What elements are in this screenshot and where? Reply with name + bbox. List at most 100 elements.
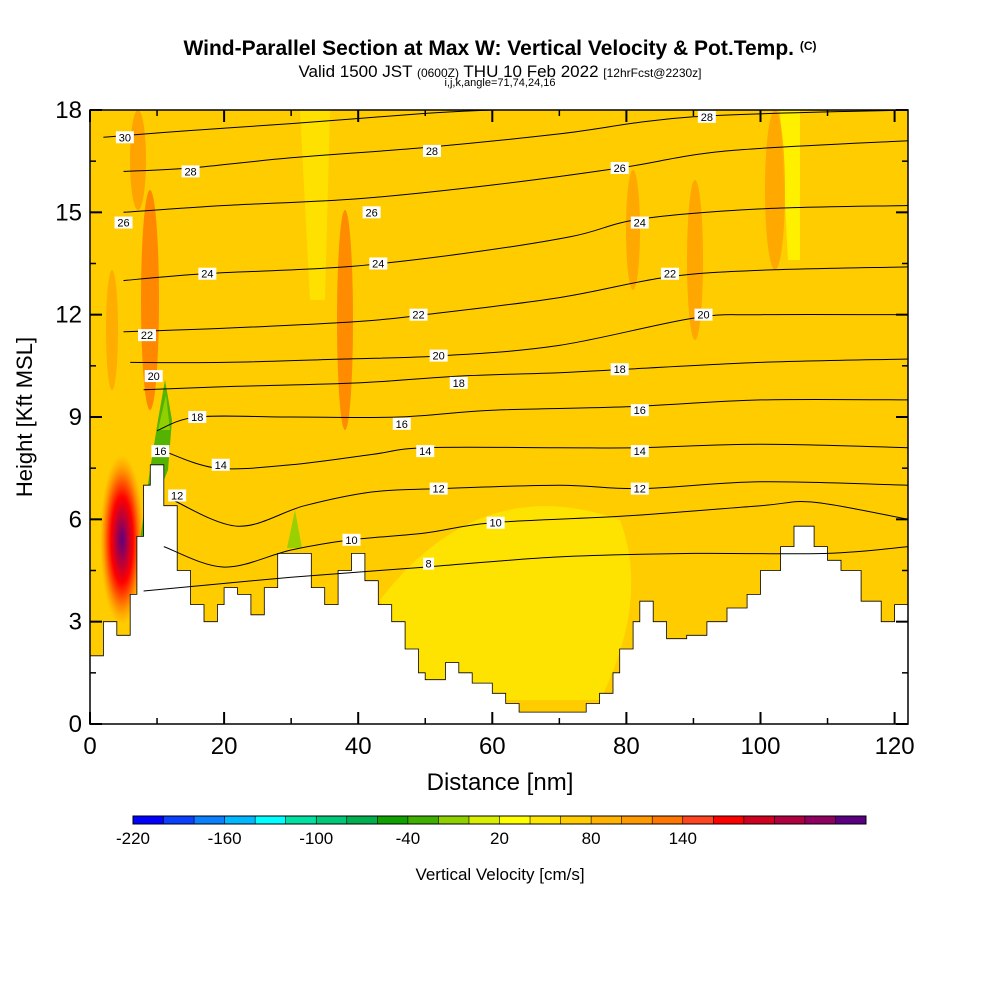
contour-label: 18 (453, 378, 465, 390)
contour-label-bg (362, 206, 381, 219)
colorbar-swatch (591, 816, 623, 824)
contour-label-bg (392, 417, 411, 430)
contour-label-bg (144, 370, 163, 383)
contour-label: 12 (171, 490, 183, 502)
grid-indices: i,j,k,angle=71,74,24,16 (444, 77, 556, 89)
colorbar-swatch (682, 816, 714, 824)
colorbar-tick-label: -40 (396, 829, 421, 848)
colorbar-swatch (407, 816, 439, 824)
contour-label: 22 (141, 330, 153, 342)
theta-contour-22 (123, 266, 908, 333)
colorbar-label: Vertical Velocity [cm/s] (415, 865, 584, 884)
downdraft-patch (287, 510, 302, 548)
y-tick-label: 18 (55, 97, 82, 124)
colorbar-swatch (743, 816, 775, 824)
contour-label: 22 (412, 310, 424, 322)
colorbar-swatch (530, 816, 562, 824)
valid-date: THU 10 Feb 2022 (463, 62, 599, 81)
theta-contour-20 (130, 313, 908, 364)
y-axis-label: Height [Kft MSL] (12, 337, 37, 497)
colorbar-swatch (804, 816, 836, 824)
contour-label: 12 (433, 484, 445, 496)
colorbar-tick-label: 80 (582, 829, 601, 848)
contour-label: 16 (634, 405, 646, 417)
contour-label: 28 (701, 112, 713, 124)
updraft-streak (106, 270, 118, 390)
axes: 0 20 40 60 80 100 120 0 3 6 9 12 15 18 (55, 97, 914, 760)
colorbar-swatch (499, 816, 531, 824)
contour-label-bg (151, 445, 170, 458)
contour-label: 28 (184, 166, 196, 178)
theta-contour-28 (123, 110, 908, 172)
contour-label: 30 (119, 132, 131, 144)
strong-updraft-core (100, 455, 144, 625)
x-tick-label: 120 (875, 733, 915, 760)
colorbar-tick-label: 140 (669, 829, 697, 848)
contour-label: 28 (426, 146, 438, 158)
colorbar-tick-label: -220 (116, 829, 150, 848)
contour-label: 10 (490, 518, 502, 530)
colorbar-swatch (560, 816, 592, 824)
colorbar-swatch (224, 816, 256, 824)
theta-contour-30 (103, 110, 493, 138)
colorbar-swatch (774, 816, 806, 824)
contour-label-bg (630, 445, 649, 458)
theta-contour-labels: 30 28 28 28 26 26 26 24 24 24 22 22 22 20 20 20 18 18 18 16… (114, 110, 716, 571)
colorbar-swatch (163, 816, 195, 824)
contour-label-bg (697, 110, 716, 123)
contour-label-bg (168, 489, 187, 502)
y-tick-label: 6 (69, 506, 82, 533)
contour-label-bg (369, 257, 388, 270)
contour-label-bg (610, 363, 629, 376)
contour-label-bg (610, 161, 629, 174)
contour-label: 20 (433, 351, 445, 363)
contour-label-bg (181, 165, 200, 178)
chart-subtitle: Valid 1500 JST (0600Z) THU 10 Feb 2022 [… (0, 62, 1000, 82)
theta-contour-14 (163, 443, 908, 470)
colorbar-swatch (316, 816, 348, 824)
valid-utc: (0600Z) (416, 66, 459, 80)
contour-label: 24 (634, 218, 646, 230)
weak-downdraft-region (380, 506, 632, 700)
contour-label-bg (137, 329, 156, 342)
x-tick-label: 80 (613, 733, 640, 760)
contour-label-bg (409, 308, 428, 321)
contour-label-bg (198, 267, 217, 280)
updraft-streak (626, 170, 640, 290)
contour-label-bg (694, 308, 713, 321)
x-tick-label: 100 (740, 733, 780, 760)
theta-contours (103, 110, 908, 592)
contour-label: 24 (372, 259, 384, 271)
contour-label-bg (416, 445, 435, 458)
terrain (89, 464, 909, 725)
colorbar-swatch (377, 816, 409, 824)
contour-label: 12 (634, 484, 646, 496)
updraft-streak (130, 110, 146, 210)
y-tick-label: 0 (69, 711, 82, 738)
colorbar-swatch (468, 816, 500, 824)
y-tick-label: 12 (55, 302, 82, 329)
contour-label: 18 (191, 412, 203, 424)
contour-label: 20 (148, 371, 160, 383)
contour-label-bg (342, 533, 361, 546)
contour-label: 18 (614, 364, 626, 376)
contour-label-bg (630, 404, 649, 417)
contour-label: 22 (664, 269, 676, 281)
y-tick-label: 15 (55, 199, 82, 226)
colorbar-swatch (133, 816, 165, 824)
weak-downdraft-band (300, 110, 330, 300)
theta-contour-18 (143, 358, 908, 391)
theta-contour-24 (123, 205, 908, 282)
x-tick-label: 60 (479, 733, 506, 760)
contour-label: 8 (426, 559, 432, 571)
colorbar-tick-label: -100 (299, 829, 333, 848)
colorbar-swatch (255, 816, 287, 824)
contour-label: 16 (154, 446, 166, 458)
forecast-info: [12hrFcst@2230z] (603, 66, 702, 80)
contour-label-bg (630, 216, 649, 229)
weak-downdraft-band (780, 110, 800, 260)
contour-label: 26 (614, 163, 626, 175)
colorbar-tick-label: 20 (490, 829, 509, 848)
contour-label-bg (188, 411, 207, 423)
